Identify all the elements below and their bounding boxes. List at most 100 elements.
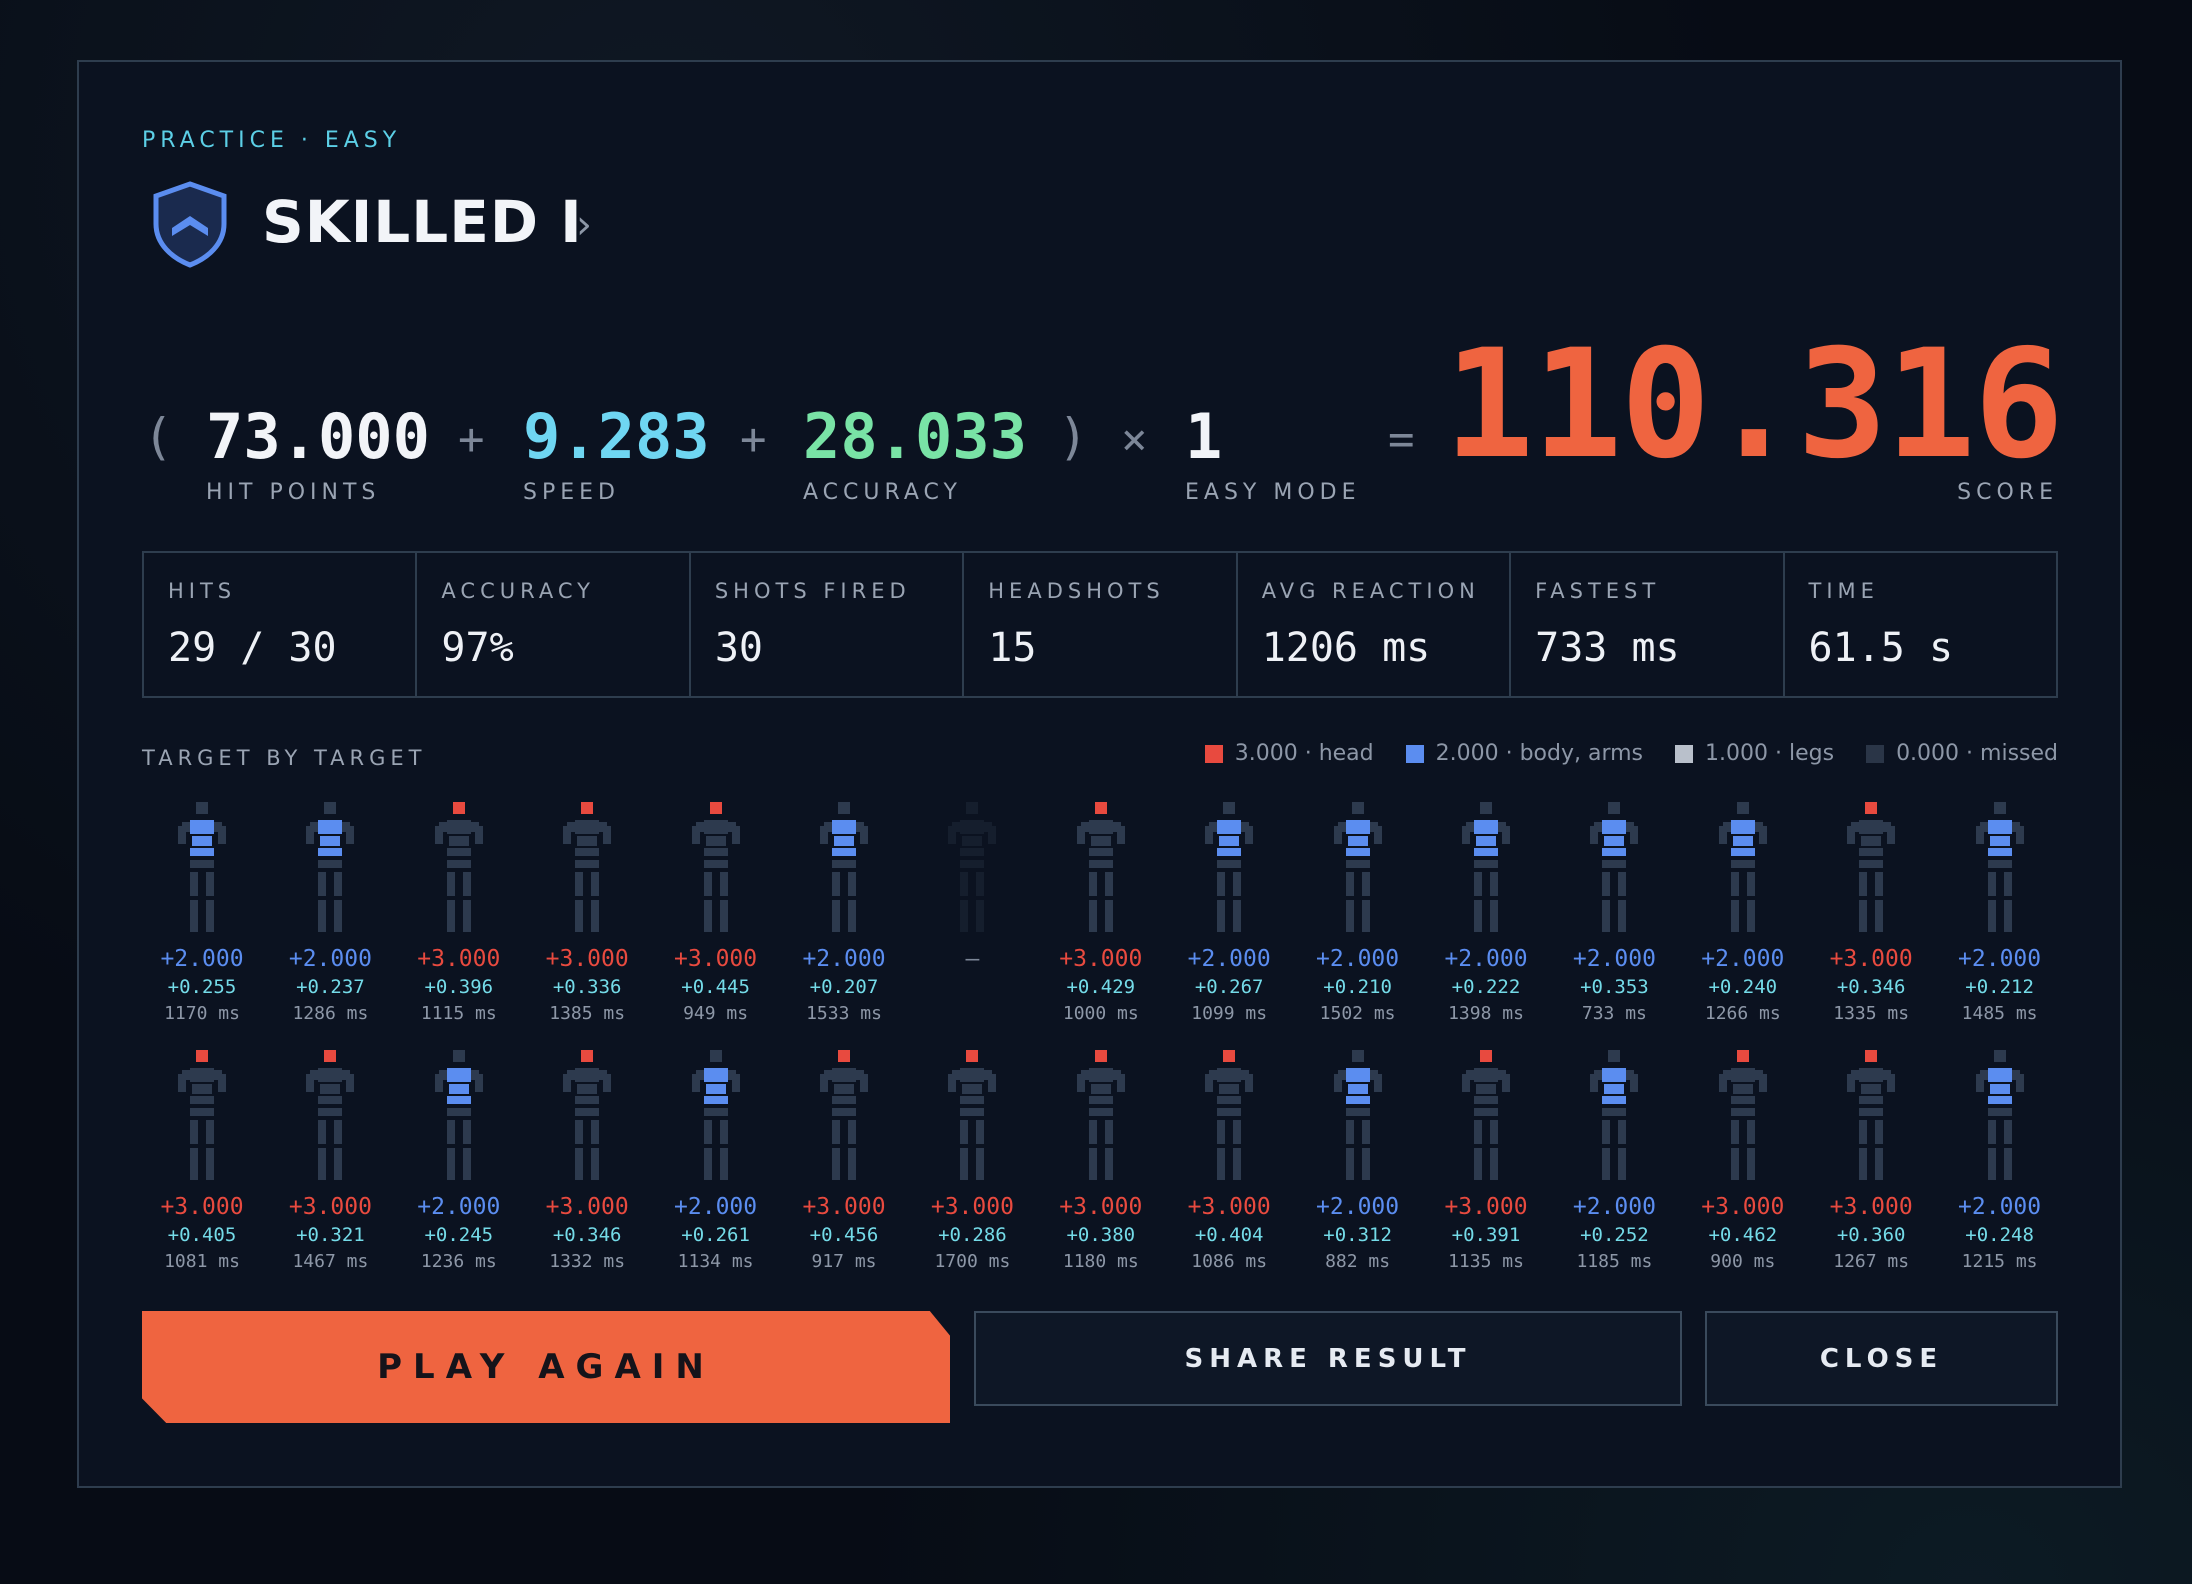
target-reaction-time: 1086 ms xyxy=(1191,1251,1268,1272)
target-points: +3.000 xyxy=(1444,1194,1528,1220)
target-figure-icon xyxy=(1333,802,1382,932)
legend-label: 1.000 · legs xyxy=(1705,741,1835,766)
target-speed-bonus: +0.429 xyxy=(1066,976,1136,998)
share-result-button[interactable]: SHARE RESULT xyxy=(974,1311,1682,1406)
target-speed-bonus: +0.445 xyxy=(681,976,750,998)
target-result: +3.000 +0.321 1467 ms xyxy=(266,1048,394,1275)
target-speed-bonus: +0.210 xyxy=(1323,976,1392,998)
target-figure-icon xyxy=(306,1050,355,1180)
stat-value: 15 xyxy=(988,625,1037,671)
target-figure-icon xyxy=(1462,802,1510,932)
target-speed-bonus: +0.261 xyxy=(681,1224,750,1246)
chevron-right-icon[interactable]: › xyxy=(576,202,592,248)
legend-label: 2.000 · body, arms xyxy=(1435,741,1644,766)
rank-name: SKILLED I xyxy=(262,188,583,256)
target-figure-icon xyxy=(820,1050,868,1180)
target-points: +2.000 xyxy=(1958,1194,2042,1220)
target-points: +2.000 xyxy=(1701,946,1785,972)
target-figure-icon xyxy=(1462,1050,1510,1180)
close-button[interactable]: CLOSE xyxy=(1705,1311,2058,1406)
target-result: +2.000 +0.353 733 ms xyxy=(1550,800,1678,1027)
target-result: +2.000 +0.240 1266 ms xyxy=(1679,800,1807,1027)
target-speed-bonus xyxy=(908,976,1036,1002)
target-figure-icon xyxy=(1076,1050,1125,1180)
target-reaction-time: 1000 ms xyxy=(1062,1003,1139,1024)
target-speed-bonus: +0.360 xyxy=(1836,1224,1906,1246)
multiplier-value: 1 xyxy=(1185,400,1223,473)
stat-label: AVG REACTION xyxy=(1261,579,1480,603)
legend-legs: 1.000 · legs xyxy=(1675,741,1834,766)
target-points: +3.000 xyxy=(160,1194,244,1220)
target-result: +3.000 +0.456 917 ms xyxy=(780,1048,908,1275)
stat-value: 29 / 30 xyxy=(168,625,337,671)
target-points: +2.000 xyxy=(1316,946,1400,972)
open-paren: ( xyxy=(143,408,174,466)
target-figure-icon xyxy=(306,802,355,932)
target-figure-icon xyxy=(948,802,997,932)
target-points: +3.000 xyxy=(1059,946,1143,972)
target-speed-bonus: +0.380 xyxy=(1066,1224,1136,1246)
target-points: +2.000 xyxy=(1316,1194,1400,1220)
target-result: +3.000 +0.286 1700 ms xyxy=(908,1048,1036,1275)
target-reaction-time: 949 ms xyxy=(683,1003,749,1024)
stat-label: HEADSHOTS xyxy=(988,579,1165,603)
target-points: +2.000 xyxy=(1958,946,2042,972)
target-result: +2.000 +0.237 1286 ms xyxy=(266,800,394,1027)
target-points: +2.000 xyxy=(1572,1194,1656,1220)
stat-label: SHOTS FIRED xyxy=(714,579,911,603)
target-reaction-time: 1467 ms xyxy=(292,1251,369,1272)
legend-missed: 0.000 · missed xyxy=(1866,741,2058,766)
target-points: +3.000 xyxy=(545,946,629,972)
target-figure-icon xyxy=(178,1050,226,1180)
target-reaction-time: 1533 ms xyxy=(806,1003,882,1024)
target-points: +3.000 xyxy=(1059,1194,1143,1220)
target-speed-bonus: +0.405 xyxy=(167,1224,237,1246)
target-reaction-time: 1215 ms xyxy=(1961,1251,2038,1272)
target-reaction-time: 1700 ms xyxy=(934,1251,1011,1272)
shield-chevron-icon xyxy=(153,181,227,268)
target-reaction-time: 1502 ms xyxy=(1319,1003,1396,1024)
target-reaction-time: 1115 ms xyxy=(420,1003,497,1024)
target-points: +3.000 xyxy=(417,946,501,972)
target-by-target-title: TARGET BY TARGET xyxy=(142,746,427,770)
target-result: – xyxy=(908,800,1036,1027)
times-sign: × xyxy=(1121,414,1148,465)
play-again-button[interactable]: PLAY AGAIN xyxy=(142,1311,950,1423)
stat-headshots: HEADSHOTS 15 xyxy=(964,553,1238,696)
target-figure-icon xyxy=(434,1050,483,1180)
stat-label: HITS xyxy=(168,579,237,603)
stat-accuracy: ACCURACY 97% xyxy=(417,553,691,696)
target-result: +3.000 +0.380 1180 ms xyxy=(1037,1048,1165,1275)
target-reaction-time xyxy=(908,1003,1036,1027)
target-points: +3.000 xyxy=(1829,1194,1913,1220)
target-figure-icon xyxy=(1975,1050,2024,1180)
target-points: +2.000 xyxy=(1187,946,1271,972)
target-result: +3.000 +0.404 1086 ms xyxy=(1165,1048,1293,1275)
target-speed-bonus: +0.346 xyxy=(1836,976,1906,998)
target-result: +3.000 +0.396 1115 ms xyxy=(395,800,523,1027)
target-result: +2.000 +0.245 1236 ms xyxy=(395,1048,523,1275)
target-figure-icon xyxy=(1333,1050,1382,1180)
target-result: +2.000 +0.255 1170 ms xyxy=(138,800,266,1027)
mode-label: PRACTICE · EASY xyxy=(142,128,402,153)
target-speed-bonus: +0.391 xyxy=(1451,1224,1521,1246)
target-points: +3.000 xyxy=(1829,946,1913,972)
legend-body: 2.000 · body, arms xyxy=(1405,741,1644,766)
target-reaction-time: 882 ms xyxy=(1325,1251,1391,1272)
target-reaction-time: 1286 ms xyxy=(292,1003,369,1024)
target-figure-icon xyxy=(691,802,740,932)
target-figure-icon xyxy=(1718,1050,1767,1180)
legend-label: 0.000 · missed xyxy=(1896,741,2058,766)
target-points: +3.000 xyxy=(545,1194,629,1220)
hit-points-value: 73.000 xyxy=(206,400,430,473)
stat-hits: HITS 29 / 30 xyxy=(144,553,418,696)
target-result: +3.000 +0.429 1000 ms xyxy=(1037,800,1165,1027)
target-figure-icon xyxy=(563,1050,612,1180)
target-reaction-time: 1335 ms xyxy=(1833,1003,1910,1024)
target-reaction-time: 1099 ms xyxy=(1191,1003,1268,1024)
target-result: +2.000 +0.210 1502 ms xyxy=(1294,800,1422,1027)
stat-value: 733 ms xyxy=(1535,625,1680,671)
target-reaction-time: 733 ms xyxy=(1581,1003,1647,1024)
target-speed-bonus: +0.222 xyxy=(1451,976,1521,998)
target-reaction-time: 917 ms xyxy=(811,1251,877,1272)
